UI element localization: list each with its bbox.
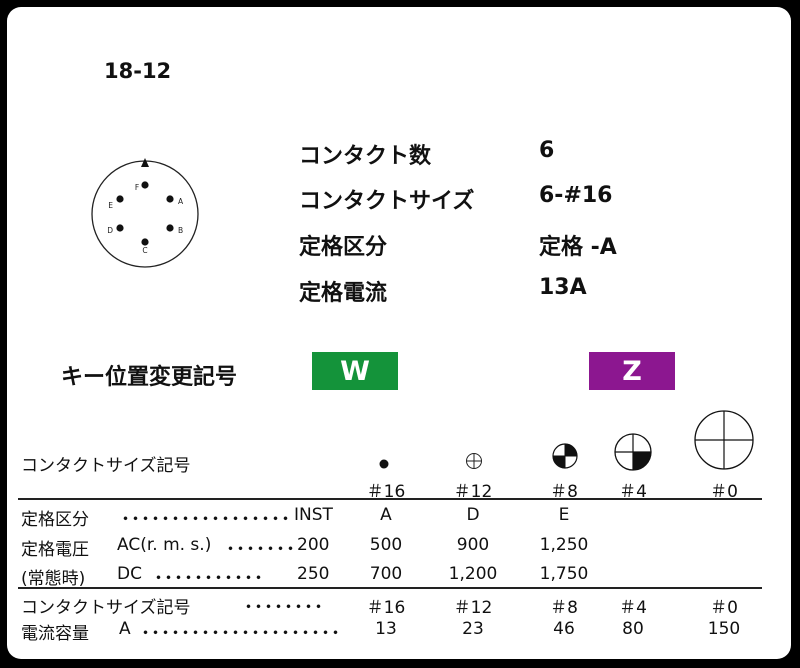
cell: 1,200 (448, 564, 498, 584)
key-triangle-icon (141, 158, 149, 167)
key-code-z: Z (589, 352, 675, 390)
spec-label-rated-current: 定格電流 (299, 281, 388, 306)
size-label-12: ＃12 (453, 482, 493, 502)
spec-label-contact-count: コンタクト数 (299, 144, 432, 169)
row-ref: 200 (297, 535, 330, 555)
size-label-8: ＃8 (550, 482, 578, 502)
spec-value-contact-size: 6-#16 (539, 183, 613, 208)
spec-value-rated-current: 13A (539, 275, 587, 300)
spec-sheet: 18-12 F A B C D E コンタクト数 6 コンタクトサイズ 6-#1… (7, 7, 791, 659)
cell: ＃8 (550, 598, 578, 618)
pin-label-d: D (107, 226, 113, 235)
size-16-icon (379, 459, 389, 469)
row-sub: DC (117, 564, 142, 584)
leader-dots: ・・・・・・・・ (240, 598, 327, 618)
table-mid-rule (18, 587, 762, 589)
size-label-4: ＃4 (619, 482, 647, 502)
cell: 700 (369, 564, 403, 584)
spec-label-rating-class: 定格区分 (299, 235, 388, 260)
pin-label-a: A (178, 197, 184, 206)
spec-value-rating-class: 定格 -A (539, 235, 617, 260)
size-12-icon (466, 453, 482, 469)
size-4-icon (614, 433, 652, 471)
pin-layout-diagram: F A B C D E (91, 158, 199, 268)
cell: 23 (462, 619, 484, 639)
symbol-header: コンタクトサイズ記号 (21, 456, 191, 476)
cell: 46 (553, 619, 575, 639)
row-label: 電流容量 (21, 624, 89, 644)
cell: ＃0 (710, 598, 738, 618)
pin-label-b: B (178, 226, 183, 235)
row-ref: 250 (297, 564, 330, 584)
key-position-label: キー位置変更記号 (61, 365, 238, 390)
pin-dots (116, 181, 174, 246)
cell: 13 (375, 619, 397, 639)
row-label: 定格区分 (21, 510, 89, 530)
cell: A (380, 505, 392, 525)
size-8-icon (552, 443, 578, 469)
cell: ＃4 (619, 598, 647, 618)
cell: D (466, 505, 480, 525)
cell: 1,250 (539, 535, 589, 555)
row-sub: A (119, 619, 131, 639)
leader-dots: ・・・・・・・ (222, 540, 299, 560)
cell: 1,750 (539, 564, 589, 584)
row-sub: AC(r. m. s.) (117, 535, 212, 555)
size-label-0: ＃0 (710, 482, 738, 502)
pin-label-f: F (135, 183, 139, 192)
spec-label-contact-size: コンタクトサイズ (299, 189, 475, 214)
pin-label-e: E (108, 201, 113, 210)
size-label-16: ＃16 (366, 482, 406, 502)
size-0-icon (694, 410, 754, 470)
leader-dots: ・・・・・・・・・・・・・・・・・・・・ (137, 624, 344, 644)
cell: 500 (369, 535, 403, 555)
cell: 150 (707, 619, 741, 639)
cell: 900 (456, 535, 490, 555)
model-number: 18-12 (104, 59, 172, 83)
row-label: 定格電圧 (21, 540, 89, 560)
table-top-rule (18, 498, 762, 500)
spec-value-contact-count: 6 (539, 138, 555, 163)
cell: 80 (622, 619, 644, 639)
leader-dots: ・・・・・・・・・・・ (150, 569, 267, 589)
key-code-w: W (312, 352, 398, 390)
pin-label-c: C (142, 246, 147, 255)
row-label: (常態時) (21, 569, 86, 589)
row-ref: INST (294, 505, 333, 525)
cell: ＃16 (366, 598, 406, 618)
cell: E (558, 505, 570, 525)
row-label: コンタクトサイズ記号 (21, 598, 191, 618)
cell: ＃12 (453, 598, 493, 618)
leader-dots: ・・・・・・・・・・・・・・・・・ (117, 510, 294, 530)
